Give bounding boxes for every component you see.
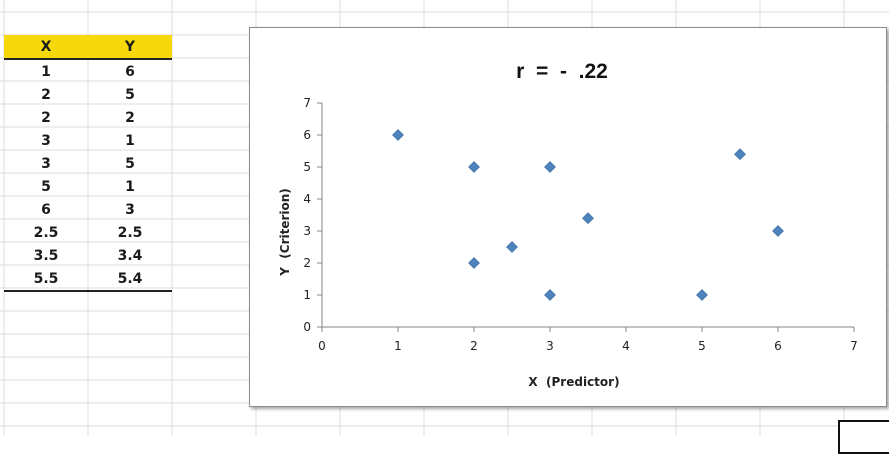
x-axis-label: X (Predictor)	[528, 375, 619, 389]
cell-x[interactable]: 5.5	[33, 270, 59, 287]
table-row: 5.5 5.4	[4, 267, 172, 292]
chart-canvas: r = - .22 X (Predictor) Y (Criterion) 0 1…	[278, 60, 858, 389]
y-tick-label: 6	[303, 128, 311, 142]
data-point	[772, 225, 784, 237]
cell-y[interactable]: 2.5	[117, 224, 143, 241]
data-point	[468, 257, 480, 269]
data-point	[734, 148, 746, 161]
y-axis-label: Y (Criterion)	[278, 188, 292, 277]
cell-x[interactable]: 2	[41, 86, 51, 103]
data-point	[582, 212, 594, 225]
data-point	[392, 129, 404, 141]
cell-y[interactable]: 5.4	[117, 270, 143, 287]
table-row: 2.5 2.5	[4, 221, 172, 244]
cell-x[interactable]: 3	[41, 155, 51, 172]
cell-y[interactable]: 1	[125, 132, 135, 149]
scatter-chart[interactable]: r = - .22 X (Predictor) Y (Criterion) 0 1…	[249, 27, 887, 407]
cell-y[interactable]: 1	[125, 178, 135, 195]
cell-x[interactable]: 6	[41, 201, 51, 218]
y-tick-label: 4	[303, 192, 311, 206]
column-header-y[interactable]: Y	[124, 38, 136, 55]
table-header-row: X Y	[4, 35, 172, 60]
x-tick-label: 3	[546, 339, 554, 353]
x-tick-label: 5	[698, 339, 706, 353]
y-tick-label: 0	[303, 320, 311, 334]
cell-x[interactable]: 3.5	[33, 247, 59, 264]
cell-selection-box[interactable]	[838, 420, 889, 454]
y-tick-label: 7	[303, 96, 311, 110]
cell-x[interactable]: 1	[41, 63, 51, 80]
x-tick-label: 1	[394, 339, 402, 353]
y-tick-label: 3	[303, 224, 311, 238]
x-tick-label: 0	[318, 339, 326, 353]
data-table: X Y 1 6 2 5 2 2 3 1 3 5 5 1 6 3 2.5 2.5 3.5 3.4 5.5 5.4	[4, 35, 172, 292]
data-point	[468, 161, 480, 173]
cell-y[interactable]: 5	[125, 155, 135, 172]
cell-x[interactable]: 5	[41, 178, 51, 195]
cell-x[interactable]: 3	[41, 132, 51, 149]
cell-y[interactable]: 2	[125, 109, 135, 126]
cell-y[interactable]: 6	[125, 63, 135, 80]
chart-title: r = - .22	[516, 60, 608, 83]
cell-x[interactable]: 2	[41, 109, 51, 126]
data-point	[544, 161, 556, 173]
x-tick-label: 6	[774, 339, 782, 353]
x-tick-label: 4	[622, 339, 630, 353]
y-tick-label: 2	[303, 256, 311, 270]
cell-y[interactable]: 3	[125, 201, 135, 218]
cell-y[interactable]: 5	[125, 86, 135, 103]
column-header-x[interactable]: X	[40, 38, 52, 55]
table-row: 3.5 3.4	[4, 244, 172, 267]
x-tick-label: 2	[470, 339, 478, 353]
data-point	[696, 289, 708, 301]
table-body: 1 6 2 5 2 2 3 1 3 5 5 1 6 3 2.5 2.5 3.5 3.4 5.5 5.4	[4, 60, 172, 292]
data-point	[544, 289, 556, 301]
cell-x[interactable]: 2.5	[33, 224, 59, 241]
data-point	[506, 241, 518, 253]
x-tick-label: 7	[850, 339, 858, 353]
y-tick-label: 1	[303, 288, 311, 302]
cell-y[interactable]: 3.4	[117, 247, 143, 264]
y-tick-label: 5	[303, 160, 311, 174]
